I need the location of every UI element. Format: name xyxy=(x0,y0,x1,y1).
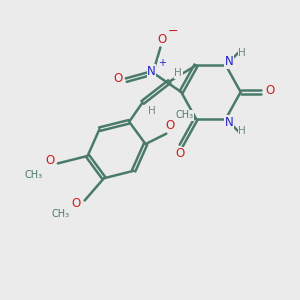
Text: O: O xyxy=(113,72,122,85)
Text: CH₃: CH₃ xyxy=(24,170,43,180)
Text: O: O xyxy=(157,33,167,46)
Text: H: H xyxy=(238,48,246,58)
Text: −: − xyxy=(168,25,178,38)
Text: O: O xyxy=(265,84,274,97)
Text: O: O xyxy=(175,147,184,161)
Text: N: N xyxy=(225,116,234,129)
Text: H: H xyxy=(174,68,182,78)
Text: CH₃: CH₃ xyxy=(176,110,194,120)
Text: H: H xyxy=(148,106,155,116)
Text: +: + xyxy=(158,58,166,68)
Text: O: O xyxy=(72,197,81,210)
Text: N: N xyxy=(147,65,156,78)
Text: CH₃: CH₃ xyxy=(51,209,69,219)
Text: H: H xyxy=(238,126,246,136)
Text: O: O xyxy=(165,119,175,132)
Text: O: O xyxy=(45,154,54,167)
Text: N: N xyxy=(225,55,234,68)
